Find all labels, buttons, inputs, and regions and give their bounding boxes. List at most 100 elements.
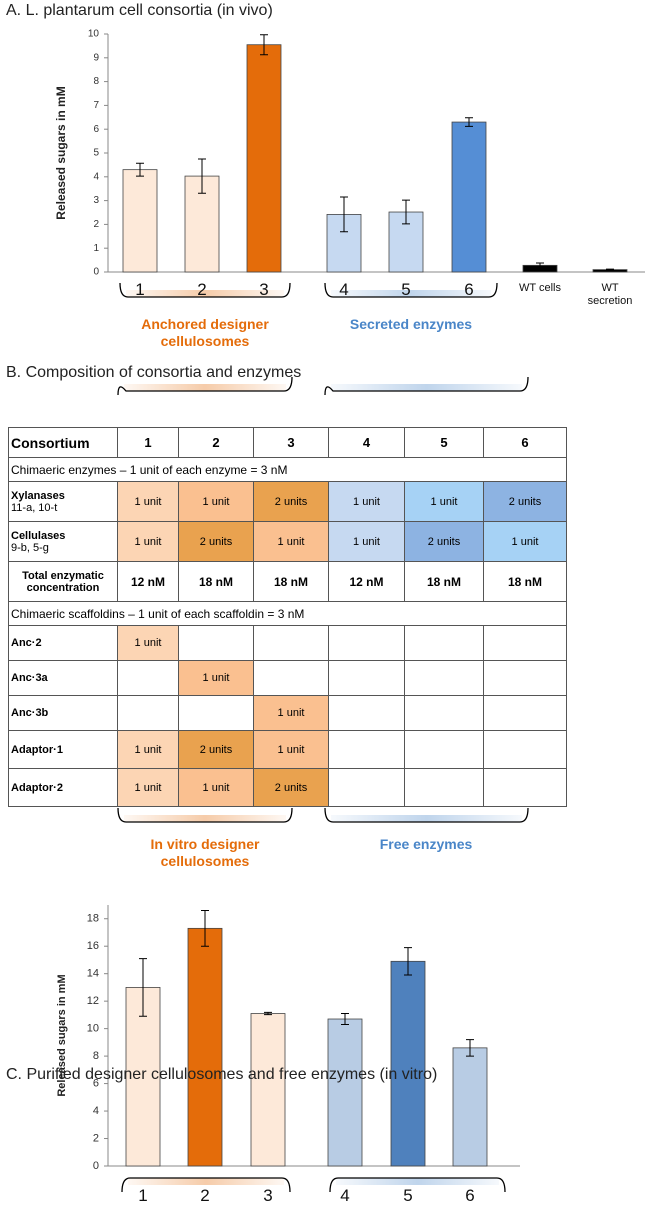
x-tick-label: WT cells — [519, 282, 561, 294]
row-label-text: Total enzymatic concentration — [22, 569, 104, 594]
y-tick-label: 6 — [93, 1077, 99, 1089]
bracket-fill — [126, 290, 284, 297]
row-label-text: Adaptor·1 — [11, 743, 63, 756]
composition-table: Consortium 1 2 3 4 5 6 Chimaeric enzymes – 1 un… — [8, 427, 567, 807]
bar — [187, 927, 223, 1167]
row-label: Cellulases 9-b, 5-g — [8, 521, 118, 562]
section-title: Chimaeric scaffoldins – 1 unit of each s… — [8, 601, 567, 626]
group-label: In vitro designer cellulosomes — [150, 836, 260, 869]
x-tick-label: 3 — [263, 1186, 273, 1205]
x-tick-label: 5 — [401, 280, 411, 299]
bracket — [121, 1177, 291, 1193]
bar — [246, 44, 282, 273]
row-label-text: Adaptor·2 — [11, 781, 63, 794]
bracket — [119, 282, 291, 298]
bracket — [324, 282, 498, 298]
header-cell: 6 — [483, 427, 567, 458]
error-bar — [139, 958, 147, 1017]
table-cell: 1 unit — [117, 481, 179, 522]
y-tick-label: 8 — [93, 1050, 99, 1062]
bar — [451, 121, 487, 273]
y-tick-label: 1 — [93, 243, 99, 254]
error-bar — [198, 158, 206, 194]
row-label-text: Xylanases — [11, 489, 65, 502]
section-row: Chimaeric enzymes – 1 unit of each enzym… — [8, 457, 567, 482]
table-cell: 1 unit — [117, 768, 179, 807]
table-cell: 2 units — [253, 768, 329, 807]
row-label-text: Anc·3a — [11, 672, 48, 684]
x-tick-label: 4 — [339, 280, 349, 299]
bar — [326, 214, 362, 273]
row-label: Anc·3a — [8, 660, 118, 696]
y-tick-label: 4 — [93, 171, 99, 182]
table-row: Total enzymatic concentration 12 nM 18 nM 1… — [8, 561, 567, 602]
bar — [250, 1013, 286, 1167]
bracket — [117, 807, 293, 823]
y-axis-label: Released sugars in mM — [54, 86, 68, 219]
row-label: Adaptor·1 — [8, 730, 118, 769]
table-cell: 1 unit — [178, 660, 254, 696]
table-row: Cellulases 9-b, 5-g 1 unit 2 units 1 unit 1 u… — [8, 521, 567, 562]
table-cell — [404, 625, 484, 661]
x-tick-label: 1 — [135, 280, 145, 299]
error-bar — [402, 199, 410, 225]
table-cell: 1 unit — [253, 695, 329, 731]
table-cell: 1 unit — [178, 768, 254, 807]
group-label: Anchored designer cellulosomes — [141, 316, 269, 349]
table-cell: 1 unit — [253, 730, 329, 769]
table-cell — [404, 695, 484, 731]
bar — [125, 987, 161, 1167]
error-bar — [260, 34, 268, 56]
table-cell: 12 nM — [328, 561, 405, 602]
table-cell — [328, 660, 405, 696]
bracket-fill — [128, 1178, 284, 1185]
bracket — [117, 376, 293, 396]
y-tick-label: 2 — [93, 219, 99, 230]
table-cell: 1 unit — [117, 730, 179, 769]
table-cell — [404, 730, 484, 769]
table-cell — [178, 695, 254, 731]
error-bar — [466, 1039, 474, 1057]
header-cell: Consortium — [8, 427, 118, 458]
x-tick-label: 6 — [465, 1186, 475, 1205]
row-label-text: Anc·3b — [11, 707, 49, 719]
section-row: Chimaeric scaffoldins – 1 unit of each s… — [8, 601, 567, 626]
table-cell: 1 unit — [178, 481, 254, 522]
header-cell: 3 — [253, 427, 329, 458]
y-tick-label: 7 — [93, 100, 99, 111]
table-cell — [483, 730, 567, 769]
bracket — [329, 1177, 506, 1193]
table-cell — [328, 768, 405, 807]
table-cell — [404, 660, 484, 696]
error-bar — [341, 1013, 349, 1026]
x-tick-label: WT secretion — [587, 282, 633, 308]
header-cell: 5 — [404, 427, 484, 458]
bar — [122, 169, 158, 273]
table-cell: 18 nM — [178, 561, 254, 602]
row-sublabel: 11-a, 10-t — [11, 501, 58, 514]
y-tick-label: 10 — [87, 1023, 99, 1035]
section-title: B. Composition of consortia and enzymes — [6, 364, 302, 381]
bar — [390, 960, 426, 1167]
table-row: Anc·2 1 unit — [8, 625, 567, 661]
y-tick-label: 3 — [93, 195, 99, 206]
y-tick-label: 14 — [87, 968, 99, 980]
bracket-fill — [331, 384, 522, 391]
bracket-fill — [124, 815, 286, 822]
row-label-text: Cellulases — [11, 529, 66, 542]
table-cell: 18 nM — [483, 561, 567, 602]
error-bar — [340, 196, 348, 233]
table-cell — [117, 660, 179, 696]
y-tick-label: 4 — [93, 1105, 99, 1117]
table-cell: 1 unit — [117, 625, 179, 661]
table-cell — [483, 660, 567, 696]
table-row: Anc·3a 1 unit — [8, 660, 567, 696]
error-bar — [536, 262, 544, 269]
table-cell — [483, 768, 567, 807]
table-cell — [483, 695, 567, 731]
y-tick-label: 6 — [93, 124, 99, 135]
table-cell — [253, 660, 329, 696]
y-tick-label: 2 — [93, 1132, 99, 1144]
